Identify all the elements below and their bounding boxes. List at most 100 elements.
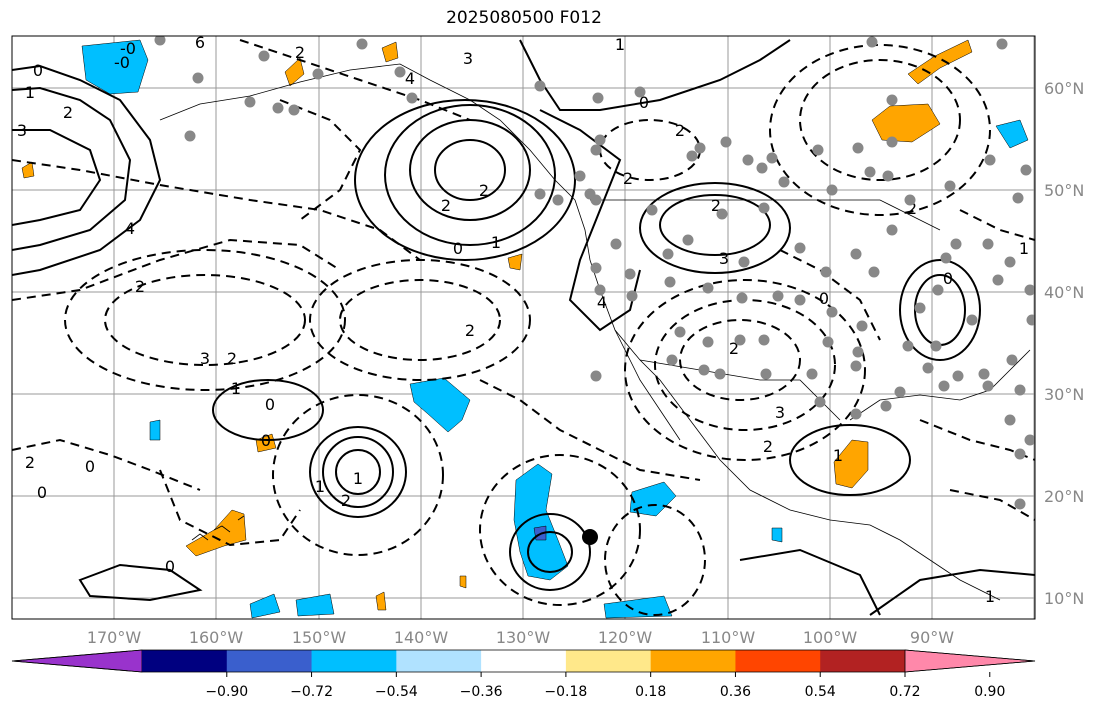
contour-label: 3 <box>200 349 210 368</box>
contour-solid <box>509 513 591 591</box>
contour-label: 4 <box>405 69 415 88</box>
station-dot <box>826 184 838 196</box>
station-dot <box>272 102 284 114</box>
contour-dashed <box>479 454 641 606</box>
contour-label: 2 <box>135 277 145 296</box>
station-dot <box>552 194 564 206</box>
station-dot <box>590 370 602 382</box>
positive-region <box>255 433 277 453</box>
station-dot <box>826 306 838 318</box>
contour-label: 0 <box>33 61 43 80</box>
contour-solid <box>78 563 203 602</box>
contour-label: 2 <box>25 453 35 472</box>
station-dot <box>850 248 862 260</box>
shaded-regions <box>21 39 1029 619</box>
station-dot <box>734 334 746 346</box>
contour-label: 1 <box>833 446 843 465</box>
station-dot <box>982 238 994 250</box>
station-dot <box>646 204 658 216</box>
station-dot <box>922 362 934 374</box>
station-dot <box>794 242 806 254</box>
contour-label: 0 <box>37 483 47 502</box>
contour-label: 1 <box>25 83 35 102</box>
contour-label: 2 <box>623 169 633 188</box>
station-dot <box>1004 414 1016 426</box>
station-dot <box>996 38 1008 50</box>
colorbar-level-label: −0.72 <box>290 684 333 700</box>
contour-label: 1 <box>231 379 241 398</box>
negative-region <box>771 527 783 543</box>
contour-dashed <box>64 249 346 391</box>
contour-label: 2 <box>907 199 917 218</box>
contour-label: 2 <box>479 181 489 200</box>
colorbar-segment <box>565 650 652 672</box>
contour-solid <box>434 139 506 201</box>
station-dot <box>1014 498 1026 510</box>
station-dot <box>932 284 944 296</box>
station-dot <box>766 152 778 164</box>
contour-label: 2 <box>711 196 721 215</box>
colorbar-extend-max <box>904 649 1036 673</box>
negative-region <box>249 593 281 619</box>
contours-dashed <box>12 39 1035 616</box>
contour-dashed <box>679 319 801 401</box>
longitude-ticks: 170°W 160°W 150°W 140°W 130°W 120°W 110°W 100°W… <box>87 628 954 647</box>
station-dot <box>1004 256 1016 268</box>
longitude-tick-label: 150°W <box>292 628 347 647</box>
station-dot <box>978 368 990 380</box>
station-dot <box>184 130 196 142</box>
coastline-alaska <box>159 63 576 201</box>
contour-dashed <box>104 274 306 366</box>
negative-region <box>409 377 471 433</box>
station-dot <box>244 96 256 108</box>
contour-dashed <box>12 438 201 491</box>
colorbar-segment <box>481 650 567 672</box>
station-dot <box>914 302 926 314</box>
station-dot <box>590 144 602 156</box>
colorbar-level-label: 0.36 <box>720 684 751 700</box>
station-dot <box>736 292 748 304</box>
station-dot <box>1024 434 1035 446</box>
coastlines <box>159 63 1031 601</box>
colorbar-extend-min <box>11 649 143 673</box>
longitude-tick-label: 160°W <box>189 628 244 647</box>
station-dot <box>590 262 602 274</box>
station-dot <box>694 142 706 154</box>
contour-dashed <box>779 249 881 341</box>
positive-region <box>284 57 305 87</box>
contour-label: -0 <box>120 39 136 58</box>
contour-label: 1 <box>985 587 995 606</box>
contour-label: 0 <box>453 239 463 258</box>
contour-label: 2 <box>227 349 237 368</box>
contour-label: 2 <box>729 339 739 358</box>
colorbar-level-label: −0.36 <box>460 684 503 700</box>
station-dot <box>886 224 898 236</box>
contour-label: 0 <box>261 431 271 450</box>
contour-dashed <box>339 279 501 361</box>
negative-region <box>295 593 335 617</box>
station-dot <box>702 282 714 294</box>
station-dot <box>852 142 864 154</box>
storm-center-marker <box>582 529 598 545</box>
contour-label: 1 <box>615 35 625 54</box>
station-dot <box>940 252 952 264</box>
station-dot <box>1024 284 1035 296</box>
latitude-tick-label: 20°N <box>1044 487 1084 506</box>
negative-region <box>603 595 673 619</box>
colorbar-level-label: −0.90 <box>205 684 248 700</box>
contour-label: 0 <box>165 557 175 576</box>
station-dot <box>760 368 772 380</box>
negative-region <box>995 119 1029 149</box>
station-dot <box>938 380 950 392</box>
colorbar-level-label: 0.72 <box>889 684 920 700</box>
contour-dashed <box>279 99 362 221</box>
contour-dashed <box>959 209 1035 241</box>
station-dot <box>674 326 686 338</box>
contour-label: -0 <box>114 53 130 72</box>
latitude-tick-label: 60°N <box>1044 79 1084 98</box>
station-dot <box>758 202 770 214</box>
station-dot <box>966 314 978 326</box>
colorbar-level-label: 0.18 <box>635 684 666 700</box>
positive-region <box>21 161 35 179</box>
